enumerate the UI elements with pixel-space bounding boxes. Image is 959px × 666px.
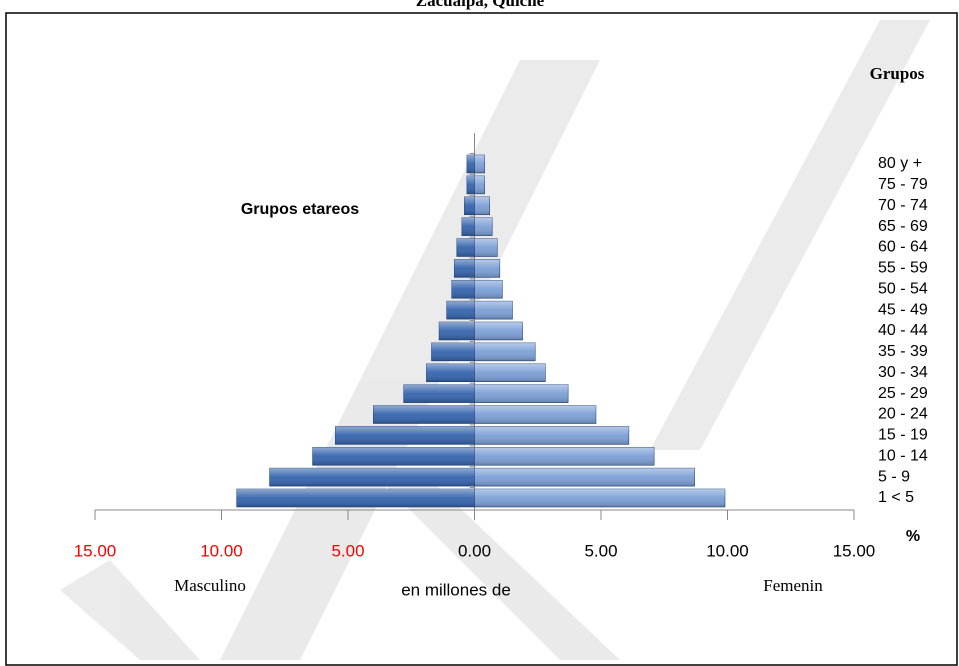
y-tick-label: 80 y + (878, 155, 922, 172)
bar-shine (474, 322, 523, 340)
bar-shine (312, 447, 475, 466)
bar-shine (403, 384, 475, 403)
y-tick-label: 60 - 64 (878, 239, 928, 256)
bar-shine (474, 280, 503, 299)
x-axis-label: en millones de (401, 580, 511, 599)
bar-shine (474, 259, 500, 278)
bar-shine (446, 301, 475, 320)
x-tick-label: 0.00 (458, 541, 491, 560)
y-tick-label: 50 - 54 (878, 280, 928, 297)
y-tick-label: 1 < 5 (878, 489, 914, 506)
bar-shine (439, 322, 475, 340)
bar-shine (474, 363, 546, 382)
bar-shine (451, 280, 475, 299)
bar-shine (474, 447, 655, 466)
bar-shine (474, 468, 695, 487)
y-tick-label: 40 - 44 (878, 322, 928, 339)
y-tick-label: 30 - 34 (878, 364, 928, 381)
bar-shine (431, 342, 475, 361)
x-tick-label: 15.00 (833, 541, 876, 560)
bar-shine (454, 259, 475, 278)
bar-shine (461, 217, 475, 236)
bar-shine (373, 405, 475, 424)
legend-entry: Femenin (763, 576, 823, 595)
chart-title: Zacualpa, Quiche (416, 0, 545, 10)
bar-shine (474, 238, 498, 257)
bar-shine (474, 217, 493, 236)
y-tick-label: 5 - 9 (878, 468, 910, 485)
legend-title: Grupos (870, 64, 925, 83)
x-tick-label: 5.00 (331, 541, 364, 560)
y-tick-label: 75 - 79 (878, 176, 928, 193)
bar-shine (474, 196, 490, 215)
unit-label: % (906, 528, 920, 545)
bar-shine (456, 238, 475, 257)
y-tick-label: 25 - 29 (878, 385, 928, 402)
bar-shine (466, 175, 475, 194)
bar-shine (474, 426, 629, 445)
x-tick-label: 5.00 (584, 541, 617, 560)
bar-shine (466, 155, 475, 173)
chart-border (5, 12, 958, 666)
y-tick-label: 20 - 24 (878, 406, 928, 423)
x-tick-label: 15.00 (74, 541, 117, 560)
bar-shine (269, 468, 475, 487)
bar-shine (426, 363, 475, 382)
bar-shine (474, 155, 485, 173)
bar-shine (474, 301, 513, 320)
y-tick-label: 15 - 19 (878, 427, 928, 444)
y-tick-label: 10 - 14 (878, 447, 928, 464)
legend-entry: Masculino (174, 576, 246, 595)
y-tick-label: 70 - 74 (878, 197, 928, 214)
y-tick-label: 45 - 49 (878, 301, 928, 318)
x-tick-label: 10.00 (200, 541, 243, 560)
x-tick-label: 10.00 (706, 541, 749, 560)
y-tick-label: 65 - 69 (878, 218, 928, 235)
bar-shine (474, 405, 596, 424)
bar-shine (464, 196, 475, 215)
bar-shine (474, 489, 725, 507)
y-tick-label: 35 - 39 (878, 343, 928, 360)
bar-shine (335, 426, 475, 445)
bar-shine (474, 384, 569, 403)
bar-shine (474, 342, 536, 361)
y-tick-label: 55 - 59 (878, 260, 928, 277)
bar-shine (236, 489, 475, 507)
bar-shine (474, 175, 485, 194)
y-axis-label: Grupos etareos (241, 201, 359, 218)
